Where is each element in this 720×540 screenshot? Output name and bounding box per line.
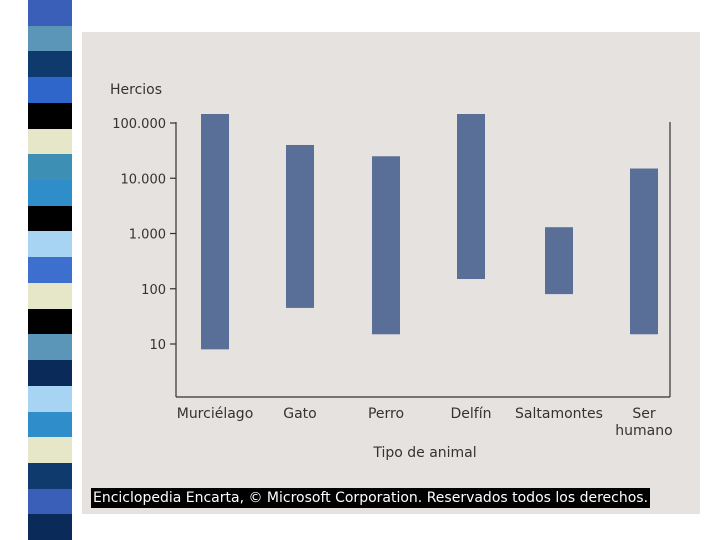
y-axis-label: Hercios: [110, 82, 162, 98]
range-bar: [630, 168, 658, 335]
range-bar: [286, 144, 314, 308]
stripe-column: [28, 0, 72, 540]
stripe-block: [28, 205, 72, 232]
stripe-block: [28, 257, 72, 283]
stripe-block: [28, 0, 72, 26]
x-category-label: Delfín: [451, 406, 492, 422]
stripe-block: [28, 25, 72, 52]
y-tick-label: 10.000: [121, 172, 167, 187]
stripe-block: [28, 180, 72, 206]
stripe-block: [28, 154, 72, 181]
stripe-block: [28, 308, 72, 335]
stripe-block: [28, 128, 72, 155]
range-bar: [201, 114, 229, 350]
stripe-block: [28, 77, 72, 103]
range-bar: [457, 114, 485, 280]
x-category-label: Ser: [632, 406, 656, 422]
y-tick-label: 100: [141, 283, 166, 298]
decorative-stripes: [0, 0, 72, 540]
x-category-label: Perro: [368, 406, 404, 422]
x-category-label: humano: [615, 423, 672, 439]
x-category-label: Gato: [283, 406, 316, 422]
stripe-block: [28, 360, 72, 386]
stripe-block: [28, 514, 72, 540]
stripe-block: [28, 334, 72, 361]
chart: Hercios Tipo de animal 10 100 1.000 10.000 1…: [110, 82, 673, 461]
stripe-block: [28, 437, 72, 463]
x-category-label: Saltamontes: [515, 406, 603, 422]
y-tick-label: 1.000: [129, 228, 166, 243]
stripe-block: [28, 102, 72, 129]
copyright-credit: Enciclopedia Encarta, © Microsoft Corpor…: [91, 488, 651, 508]
x-axis-label: Tipo de animal: [372, 445, 476, 461]
stripe-block: [28, 385, 72, 412]
range-bar: [372, 156, 400, 335]
y-tick-label: 10: [149, 338, 166, 353]
x-category-label: Murciélago: [177, 406, 254, 422]
stripe-block: [28, 231, 72, 258]
y-tick-label: 100.000: [112, 117, 166, 132]
stripe-block: [28, 488, 72, 515]
stripe-block: [28, 462, 72, 489]
stripe-block: [28, 411, 72, 438]
range-bar: [545, 227, 573, 295]
stripe-block: [28, 51, 72, 78]
stripe-block: [28, 282, 72, 309]
